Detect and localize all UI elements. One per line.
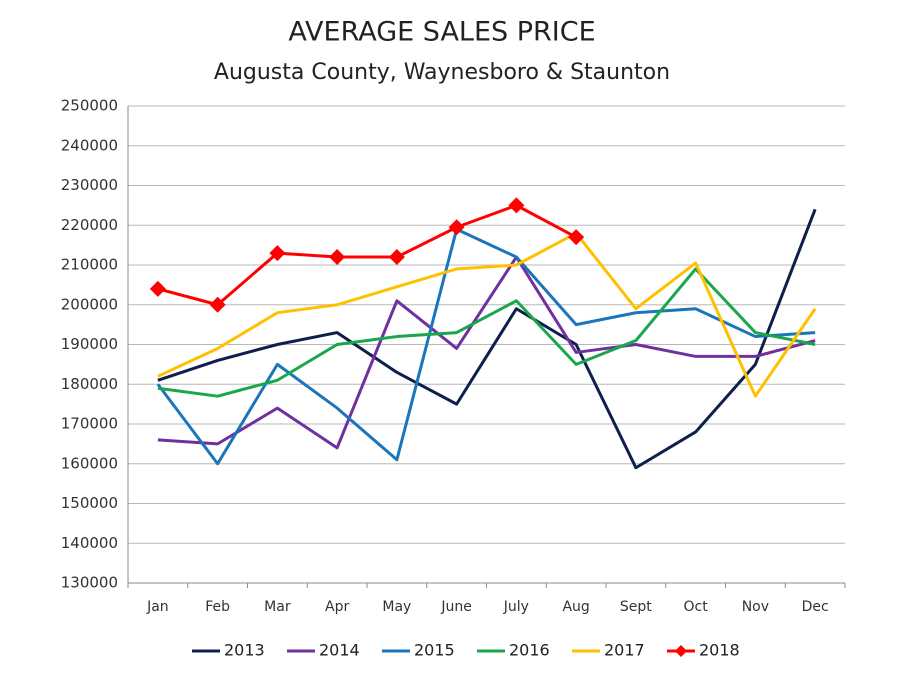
y-tick-label: 250000 xyxy=(61,97,118,115)
y-tick-label: 150000 xyxy=(61,494,118,512)
legend-label: 2017 xyxy=(604,641,645,660)
x-tick-label: July xyxy=(503,599,529,615)
x-tick-label: Dec xyxy=(802,599,829,615)
x-tick-label: Mar xyxy=(264,599,291,615)
series-line xyxy=(157,208,817,470)
chart-title: AVERAGE SALES PRICE xyxy=(288,17,595,48)
legend-marker xyxy=(675,645,687,657)
y-tick-label: 230000 xyxy=(61,176,118,194)
y-tick-label: 190000 xyxy=(61,335,118,353)
y-tick-label: 160000 xyxy=(61,454,118,472)
point-marker xyxy=(508,197,525,214)
y-tick-label: 170000 xyxy=(61,415,118,433)
legend-label: 2018 xyxy=(699,641,740,660)
point-marker xyxy=(269,245,286,262)
point-marker xyxy=(209,296,226,313)
x-tick-label: May xyxy=(382,599,411,615)
x-tick-label: Aug xyxy=(562,599,589,615)
y-tick-label: 130000 xyxy=(61,574,118,592)
series-line xyxy=(157,203,577,307)
point-marker xyxy=(388,249,405,266)
legend-label: 2015 xyxy=(414,641,455,660)
x-tick-label: Jan xyxy=(146,599,169,615)
x-tick-label: Nov xyxy=(742,599,769,615)
series-line xyxy=(157,267,816,398)
x-tick-label: Sept xyxy=(620,599,652,615)
y-tick-label: 220000 xyxy=(61,216,118,234)
x-tick-label: Apr xyxy=(325,599,349,615)
x-tick-label: June xyxy=(440,599,472,615)
y-tick-label: 180000 xyxy=(61,375,118,393)
legend-label: 2013 xyxy=(224,641,265,660)
y-tick-label: 200000 xyxy=(61,295,118,313)
x-tick-label: Oct xyxy=(684,599,709,615)
point-marker xyxy=(448,219,465,236)
point-marker xyxy=(568,229,585,246)
legend-label: 2016 xyxy=(509,641,550,660)
x-tick-label: Feb xyxy=(205,599,230,615)
y-tick-label: 240000 xyxy=(61,136,118,154)
point-marker xyxy=(149,280,166,297)
series-line xyxy=(157,231,817,398)
chart-subtitle: Augusta County, Waynesboro & Staunton xyxy=(214,60,670,85)
legend-label: 2014 xyxy=(319,641,360,660)
series-line xyxy=(156,227,816,466)
point-marker xyxy=(329,249,346,266)
y-tick-label: 140000 xyxy=(61,534,118,552)
series-line xyxy=(157,255,816,450)
y-tick-label: 210000 xyxy=(61,256,118,274)
